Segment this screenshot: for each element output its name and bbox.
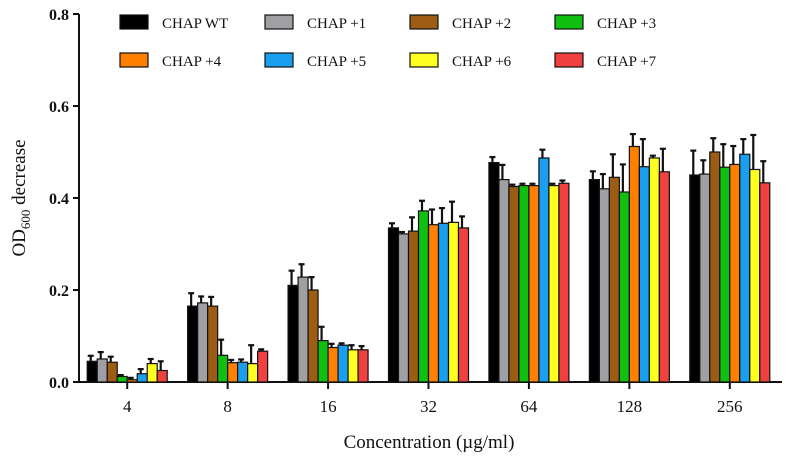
bar [588, 179, 600, 383]
legend-swatch [119, 52, 149, 68]
bar [86, 360, 98, 383]
bar [187, 305, 199, 383]
bar [237, 361, 249, 383]
bar [638, 166, 650, 383]
bar [357, 349, 369, 383]
bar [759, 182, 771, 383]
bar [287, 284, 299, 383]
bar [126, 379, 138, 383]
bar [327, 346, 339, 383]
bar [729, 163, 741, 383]
x-tick-label: 256 [717, 397, 743, 416]
y-tick-label: 0.2 [49, 283, 69, 300]
x-tick-label: 4 [123, 397, 132, 416]
bar [598, 188, 610, 383]
bar [628, 145, 640, 383]
legend-swatch [264, 14, 294, 30]
legend-label: CHAP +7 [597, 54, 657, 70]
x-tick-label: 128 [617, 397, 643, 416]
bar [749, 168, 761, 383]
bar [658, 171, 670, 383]
bar [498, 179, 510, 383]
bar [558, 182, 570, 383]
bar [518, 184, 530, 383]
bar [397, 233, 410, 383]
legend-swatch [264, 52, 294, 68]
bar [508, 185, 520, 383]
bar [207, 305, 219, 383]
legend-label: CHAP WT [162, 16, 228, 32]
legend-swatch [409, 14, 439, 30]
bar [106, 361, 118, 383]
x-tick-label: 32 [420, 397, 437, 416]
bar [699, 173, 711, 383]
bar [146, 363, 158, 383]
bar [407, 230, 420, 383]
legend-label: CHAP +6 [452, 54, 512, 70]
y-tick-label: 0.4 [49, 191, 69, 208]
legend-label: CHAP +2 [452, 16, 511, 32]
bar [247, 363, 259, 383]
y-axis-label: OD600 decrease [9, 139, 33, 256]
x-tick-label: 16 [320, 397, 337, 416]
bar [136, 373, 148, 383]
bar [548, 184, 560, 383]
y-tick-label: 0.0 [49, 375, 69, 392]
bar [96, 358, 108, 383]
bar [257, 350, 269, 383]
bar [608, 176, 620, 383]
bar [709, 151, 721, 383]
bar [618, 191, 630, 383]
bar [307, 289, 319, 383]
bar [437, 222, 450, 383]
legend-swatch [554, 14, 584, 30]
legend-label: CHAP +3 [597, 16, 656, 32]
bar [488, 161, 500, 383]
x-axis-label: Concentration (µg/ml) [344, 432, 515, 453]
bar [317, 340, 329, 383]
bar [347, 349, 359, 383]
x-tick-label: 8 [223, 397, 232, 416]
bar [457, 227, 470, 383]
bar [337, 344, 349, 383]
x-tick-label: 64 [520, 397, 538, 416]
legend-label: CHAP +5 [307, 54, 366, 70]
legend-label: CHAP +4 [162, 54, 222, 70]
bar [648, 157, 660, 383]
bar [538, 157, 550, 383]
bar [719, 166, 731, 383]
bar [156, 369, 168, 383]
legend-swatch [119, 14, 149, 30]
legend-label: CHAP +1 [307, 16, 366, 32]
legend-swatch [554, 52, 584, 68]
bar [528, 184, 540, 383]
y-tick-label: 0.6 [49, 99, 69, 116]
bar [387, 227, 400, 383]
bar [297, 276, 309, 383]
bar [217, 354, 229, 383]
bar [689, 174, 701, 383]
bar [447, 221, 460, 383]
y-tick-label: 0.8 [49, 7, 69, 24]
bar [116, 375, 128, 383]
bar [739, 153, 751, 383]
bar [417, 210, 430, 383]
bar [197, 302, 209, 383]
legend-swatch [409, 52, 439, 68]
bar [427, 224, 440, 383]
bar [227, 362, 239, 383]
